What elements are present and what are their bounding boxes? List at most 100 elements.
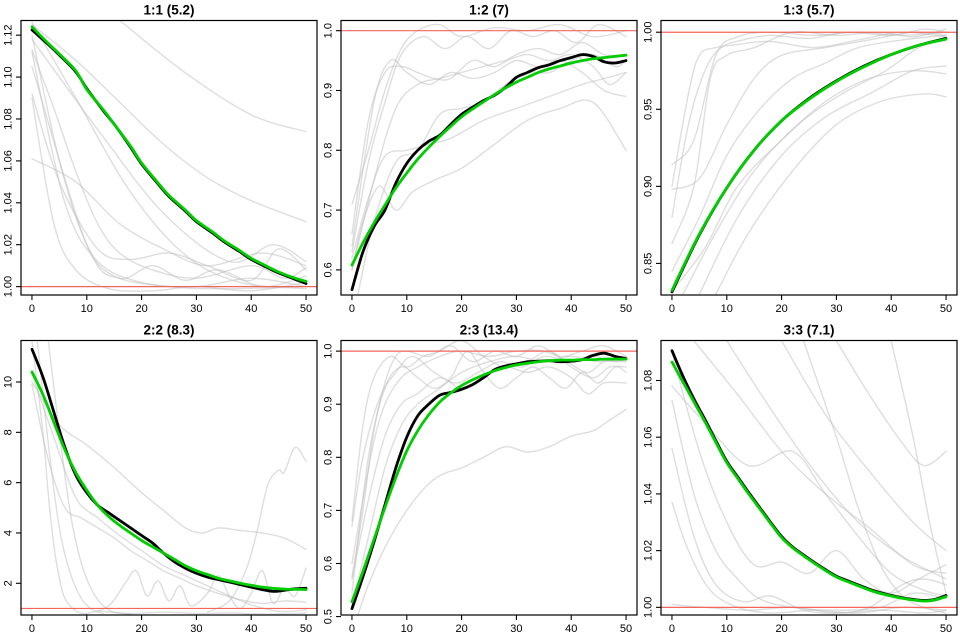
- plot-box: [20, 339, 318, 616]
- replicate-trace: [726, 340, 947, 580]
- replicate-trace: [357, 53, 627, 295]
- panel-title: 2:2 (8.3): [143, 323, 194, 338]
- replicate-trace: [31, 373, 307, 613]
- mean-line: [350, 53, 628, 291]
- replicate-trace: [351, 355, 627, 527]
- panel-3-3-chart: 3:3 (7.1) 0 10 20 30 40 50 1.00 1.02 1.04 1.06 1.0…: [643, 323, 958, 635]
- replicate-trace: [671, 351, 947, 594]
- replicate-trace: [31, 38, 307, 263]
- panel-2-3-chart: 2:3 (13.4) 0 10 20 30 40 50 0.5 0.6 0.7 0.8 0.9 1.0: [323, 323, 638, 635]
- replicate-trace: [31, 381, 307, 550]
- smooth-line: [350, 53, 628, 267]
- x-axis-tick-label: 10: [401, 303, 413, 315]
- replicate-trace: [31, 383, 307, 605]
- x-axis-tick-label: 20: [135, 303, 147, 315]
- replicate-trace: [351, 23, 627, 253]
- x-axis-tick-label: 30: [830, 303, 842, 315]
- y-axis-tick-label: 0.7: [323, 503, 335, 518]
- x-axis-tick-label: 0: [669, 303, 675, 315]
- panel-title: 1:3 (5.7): [783, 3, 834, 18]
- x-axis-tick-label: 30: [510, 623, 522, 635]
- panel-2-2: 2:2 (8.3) 0 10 20 30 40 50 2 4 6 8 10: [0, 320, 320, 640]
- y-axis-tick-label: 0.9: [323, 83, 335, 98]
- panel-1-1: 1:1 (5.2) 0 10 20 30 40 50 1.00 1.02 1.04 1.06 1.0…: [0, 0, 320, 320]
- replicate-trace: [671, 31, 947, 187]
- y-axis-tick-label: 1.08: [643, 370, 655, 391]
- y-axis-tick-label: 1.04: [643, 483, 655, 504]
- replicate-trace: [31, 65, 307, 288]
- y-axis-tick-label: 1.02: [3, 234, 15, 255]
- panel-2-2-chart: 2:2 (8.3) 0 10 20 30 40 50 2 4 6 8 10: [3, 323, 318, 635]
- x-axis-tick-label: 20: [775, 303, 787, 315]
- x-axis-tick-label: 50: [620, 303, 632, 315]
- plot-box: [660, 19, 958, 296]
- panel-2-3: 2:3 (13.4) 0 10 20 30 40 50 0.5 0.6 0.7 0.8 0.9 1.0: [320, 320, 640, 640]
- x-axis-tick-label: 40: [245, 623, 257, 635]
- y-axis-tick-label: 1.04: [3, 192, 15, 213]
- x-axis-tick-label: 0: [29, 623, 35, 635]
- plot-area: [341, 23, 637, 295]
- replicate-trace: [31, 158, 307, 267]
- replicate-trace: [671, 399, 947, 611]
- y-axis-tick-label: 0.5: [323, 609, 335, 624]
- y-axis-tick-label: 1.00: [3, 276, 15, 297]
- y-axis-tick-label: 8: [3, 429, 15, 435]
- smooth-line: [670, 37, 948, 292]
- plot-area: [21, 341, 317, 615]
- plot-area: [21, 20, 317, 292]
- x-axis-tick-label: 40: [885, 303, 897, 315]
- plot-box: [660, 339, 958, 616]
- y-axis-tick-label: 0.6: [323, 556, 335, 571]
- replicate-trace: [351, 53, 627, 271]
- panel-title: 1:2 (7): [469, 3, 509, 18]
- mean-line: [670, 37, 948, 294]
- y-axis-tick-label: 6: [3, 480, 15, 486]
- x-axis-tick-label: 50: [620, 623, 632, 635]
- smooth-line: [350, 357, 628, 604]
- x-axis-tick-label: 0: [349, 623, 355, 635]
- replicate-trace: [671, 31, 947, 191]
- x-axis-tick-label: 30: [830, 623, 842, 635]
- x-axis-tick-label: 20: [455, 623, 467, 635]
- y-axis-tick-label: 0.8: [323, 450, 335, 465]
- replicate-trace: [693, 340, 947, 574]
- y-axis-tick-label: 1.12: [3, 24, 15, 45]
- smooth-line: [30, 25, 308, 283]
- replicate-trace: [31, 34, 307, 290]
- y-axis-tick-label: 0.7: [323, 202, 335, 217]
- y-axis-tick-label: 0.9: [323, 397, 335, 412]
- replicate-trace: [682, 39, 947, 295]
- replicate-trace: [671, 501, 947, 614]
- plot-area: [661, 28, 957, 295]
- replicate-trace: [206, 446, 307, 613]
- replicate-trace: [671, 69, 947, 292]
- y-axis-tick-label: 2: [3, 580, 15, 586]
- y-axis-tick-label: 0.95: [643, 99, 655, 120]
- plot-box: [340, 19, 638, 296]
- y-axis-tick-label: 0.8: [323, 143, 335, 158]
- y-axis-tick-label: 0.85: [643, 253, 655, 274]
- replicate-trace: [31, 24, 307, 223]
- replicate-trace: [97, 610, 307, 615]
- replicate-trace: [31, 341, 88, 615]
- x-axis-tick-label: 20: [455, 303, 467, 315]
- replicate-trace: [671, 385, 947, 597]
- y-axis-tick-label: 4: [3, 530, 15, 536]
- x-axis-tick-label: 50: [300, 303, 312, 315]
- y-axis-tick-label: 1.0: [323, 23, 335, 38]
- plot-area: [341, 340, 637, 615]
- replicate-trace: [119, 20, 307, 133]
- y-axis-tick-label: 1.02: [643, 540, 655, 561]
- x-axis-tick-label: 50: [300, 623, 312, 635]
- plot-box: [20, 19, 318, 296]
- panel-1-2-chart: 1:2 (7) 0 10 20 30 40 50 0.6 0.7 0.8 0.9 1.0: [323, 3, 638, 315]
- y-axis-tick-label: 1.06: [3, 150, 15, 171]
- replicate-trace: [890, 340, 947, 594]
- panel-3-3: 3:3 (7.1) 0 10 20 30 40 50 1.00 1.02 1.04 1.06 1.0…: [640, 320, 960, 640]
- replicate-trace: [780, 340, 947, 552]
- panel-title: 2:3 (13.4): [460, 323, 519, 338]
- panel-title: 3:3 (7.1): [783, 323, 834, 338]
- replicate-trace: [47, 341, 132, 615]
- x-axis-tick-label: 30: [190, 303, 202, 315]
